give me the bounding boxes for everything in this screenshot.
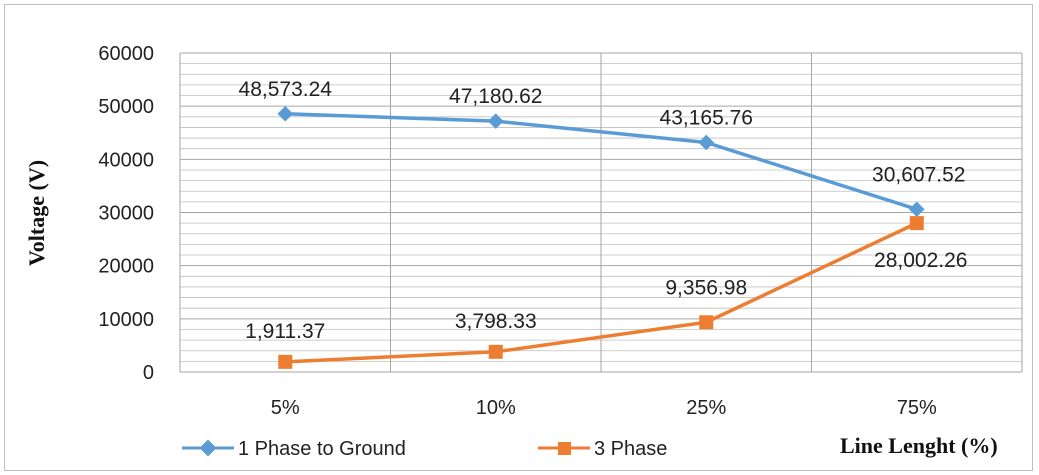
y-tick-label: 10000 xyxy=(98,309,154,331)
x-tick-label: 5% xyxy=(271,397,300,419)
x-axis-title: Line Lenght (%) xyxy=(840,433,998,458)
data-label: 9,356.98 xyxy=(665,276,747,299)
y-tick-label: 30000 xyxy=(98,203,154,225)
legend-label: 3 Phase xyxy=(594,438,667,460)
data-label: 3,798.33 xyxy=(455,310,537,333)
y-tick-label: 0 xyxy=(143,362,154,384)
legend: 1 Phase to Ground 3 Phase xyxy=(182,438,667,460)
data-label: 28,002.26 xyxy=(874,249,967,272)
data-labels: 48,573.24 47,180.62 43,165.76 30,607.52 1,91… xyxy=(239,78,968,343)
series-line xyxy=(285,221,918,364)
chart-frame xyxy=(4,4,1033,471)
data-point xyxy=(699,315,714,330)
data-label: 47,180.62 xyxy=(449,85,542,108)
diamond-marker-icon xyxy=(199,439,217,457)
grid xyxy=(179,52,1023,373)
legend-label: 1 Phase to Ground xyxy=(238,438,406,460)
data-point xyxy=(908,201,925,218)
y-axis-ticks: 0 10000 20000 30000 40000 50000 60000 xyxy=(98,43,154,384)
data-point xyxy=(278,354,293,369)
y-axis-title: Voltage (V) xyxy=(24,160,49,266)
x-tick-label: 75% xyxy=(897,397,937,419)
x-tick-label: 25% xyxy=(686,397,726,419)
series xyxy=(277,105,925,369)
y-tick-label: 60000 xyxy=(98,43,154,65)
x-tick-label: 10% xyxy=(476,397,516,419)
data-label: 48,573.24 xyxy=(239,78,333,101)
data-point xyxy=(488,344,503,359)
data-label: 43,165.76 xyxy=(660,107,753,130)
y-tick-label: 40000 xyxy=(98,149,154,171)
data-point xyxy=(909,216,924,231)
y-tick-label: 50000 xyxy=(98,96,154,118)
x-axis-ticks: 5% 10% 25% 75% xyxy=(271,397,937,419)
data-point xyxy=(487,113,504,129)
square-marker-icon xyxy=(558,442,571,455)
data-label: 1,911.37 xyxy=(245,320,325,343)
legend-item-3-phase: 3 Phase xyxy=(538,438,667,460)
data-point xyxy=(277,105,294,122)
series-line xyxy=(285,112,918,211)
data-label: 30,607.52 xyxy=(872,163,965,186)
data-point xyxy=(698,134,715,151)
legend-item-1-phase-to-ground: 1 Phase to Ground xyxy=(182,438,406,460)
y-tick-label: 20000 xyxy=(98,256,154,278)
